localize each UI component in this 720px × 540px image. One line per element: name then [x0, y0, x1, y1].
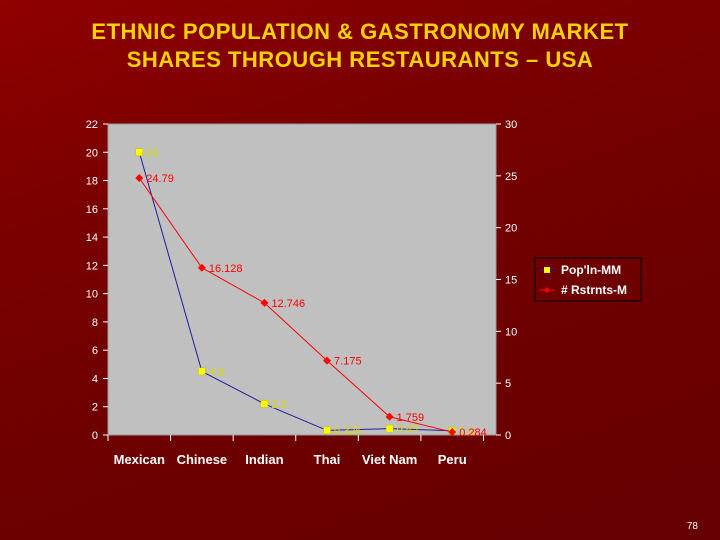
x-axis-category-label: Peru — [438, 452, 467, 467]
data-point-restaurants — [323, 356, 332, 365]
left-axis-tick-label: 12 — [86, 260, 98, 272]
right-axis-tick-label: 5 — [505, 378, 511, 390]
data-point-restaurants — [448, 428, 457, 437]
data-point-population — [198, 367, 206, 376]
data-label-restaurants: 16.128 — [209, 263, 243, 275]
data-label-restaurants: 12.746 — [271, 298, 305, 310]
x-axis-category-label: Mexican — [114, 452, 165, 467]
data-label-population: 4.5 — [209, 366, 224, 378]
data-label-restaurants: 1.759 — [397, 412, 425, 424]
data-point-restaurants — [135, 174, 144, 183]
plot-area — [107, 123, 497, 436]
left-axis-tick-label: 22 — [86, 119, 98, 131]
data-label-restaurants: 0.284 — [459, 427, 487, 439]
left-axis-tick-label: 8 — [92, 317, 98, 329]
data-point-population — [385, 424, 394, 433]
data-label-restaurants: 24.79 — [146, 173, 174, 185]
data-label-population: 20 — [146, 147, 158, 159]
x-axis-category-label: Viet Nam — [362, 452, 417, 467]
data-label-population: 0.3 — [459, 426, 474, 438]
x-axis-category-label: Indian — [245, 452, 283, 467]
data-point-restaurants — [197, 263, 206, 272]
data-label-population: 0.325 — [334, 425, 362, 437]
legend-marker-restaurants — [544, 287, 550, 293]
slide-title-line-2: SHARES THROUGH RESTAURANTS – USA — [126, 47, 594, 72]
x-axis-category-label: Thai — [314, 452, 341, 467]
slide-title: ETHNIC POPULATION & GASTRONOMY MARKET SH… — [0, 18, 720, 74]
data-label-population: 2.2 — [271, 399, 286, 411]
left-axis-tick-label: 6 — [92, 345, 98, 357]
legend-marker-population — [544, 267, 550, 273]
left-axis-tick-label: 16 — [86, 204, 98, 216]
x-axis-category-label: Chinese — [177, 452, 228, 467]
data-label-population: 0.45 — [397, 424, 418, 436]
data-point-restaurants — [385, 412, 394, 421]
data-point-population — [135, 148, 144, 157]
left-axis-tick-label: 14 — [86, 232, 98, 244]
right-axis-tick-label: 20 — [505, 223, 517, 235]
data-label-restaurants: 7.175 — [334, 356, 362, 368]
right-axis-tick-label: 10 — [505, 326, 517, 338]
legend-label-restaurants: # Rstrnts-M — [561, 283, 627, 297]
left-axis-tick-label: 2 — [92, 402, 98, 414]
right-axis-tick-label: 0 — [505, 430, 511, 442]
series-line-population — [138, 152, 453, 432]
legend-box — [534, 257, 642, 302]
right-axis-tick-label: 30 — [505, 119, 517, 131]
left-axis-tick-label: 4 — [92, 373, 98, 385]
left-axis-tick-label: 0 — [92, 430, 98, 442]
data-point-restaurants — [260, 298, 269, 307]
left-axis-tick-label: 20 — [86, 147, 98, 159]
right-axis-tick-label: 25 — [505, 171, 517, 183]
right-axis-tick-label: 15 — [505, 275, 517, 287]
page-number: 78 — [686, 521, 698, 532]
legend-label-population: Pop'ln-MM — [561, 263, 621, 277]
left-axis-tick-label: 10 — [86, 289, 98, 301]
slide-title-line-1: ETHNIC POPULATION & GASTRONOMY MARKET — [91, 19, 629, 44]
left-axis-tick-label: 18 — [86, 176, 98, 188]
series-line-restaurants — [138, 177, 453, 433]
data-point-population — [260, 400, 269, 408]
data-point-population — [323, 426, 331, 435]
